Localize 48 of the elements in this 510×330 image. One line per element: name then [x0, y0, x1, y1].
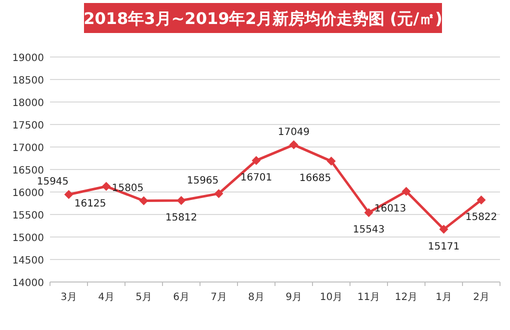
x-tick-label: 12月 [394, 292, 418, 303]
y-tick-label: 15000 [12, 233, 44, 244]
data-label: 16685 [299, 173, 332, 184]
x-tick-label: 2月 [473, 292, 490, 303]
y-tick-label: 19000 [12, 53, 44, 64]
y-tick-label: 15500 [12, 210, 44, 222]
x-tick-label: 4月 [98, 292, 114, 303]
data-label: 15812 [165, 212, 198, 224]
y-tick-label: 18000 [12, 98, 44, 109]
point [102, 182, 111, 191]
y-tick-label: 14000 [12, 278, 44, 289]
x-tick-label: 10月 [320, 292, 343, 303]
title: 2018年3月~2019年2月新房均价走势图 (元/㎡) [84, 3, 442, 33]
x-tick-label: 6月 [173, 292, 190, 303]
y-tick-label: 14500 [12, 256, 44, 266]
data-label: 15945 [36, 176, 69, 188]
point [402, 186, 411, 196]
x-tick-label: 8月 [248, 292, 264, 303]
point [476, 196, 486, 205]
data-label: 16013 [374, 203, 406, 214]
data-label: 15543 [352, 224, 385, 236]
x-tick-label: 9月 [286, 292, 302, 303]
point [326, 156, 336, 166]
y-tick-label: 17000 [12, 143, 44, 154]
point [289, 140, 298, 150]
data-label: 15171 [428, 241, 460, 252]
data-label: 17049 [278, 126, 310, 138]
point [252, 156, 261, 165]
chart-title: 2018年3月~2019年2月新房均价走势图 (元/㎡) [84, 9, 442, 28]
point [364, 208, 374, 218]
x-tick-label: 7月 [210, 292, 227, 303]
y-tick-label: 17500 [12, 120, 44, 132]
x-tick-label: 11月 [357, 292, 380, 303]
x-tick-label: 3月 [60, 292, 77, 303]
y-tick-label: 16000 [12, 188, 44, 199]
point [214, 189, 224, 198]
y-tick-label: 18500 [12, 76, 44, 86]
point [439, 224, 448, 234]
point [176, 196, 186, 205]
point [64, 190, 74, 199]
x-tick-label: 1月 [436, 292, 452, 303]
y-tick-label: 16500 [12, 166, 44, 176]
data-label: 15965 [186, 176, 219, 187]
data-label: 15822 [465, 212, 498, 224]
x-tick-label: 5月 [136, 292, 152, 303]
data-label: 16125 [74, 198, 106, 210]
data-label: 15805 [112, 182, 144, 194]
data-label: 16701 [240, 172, 272, 184]
